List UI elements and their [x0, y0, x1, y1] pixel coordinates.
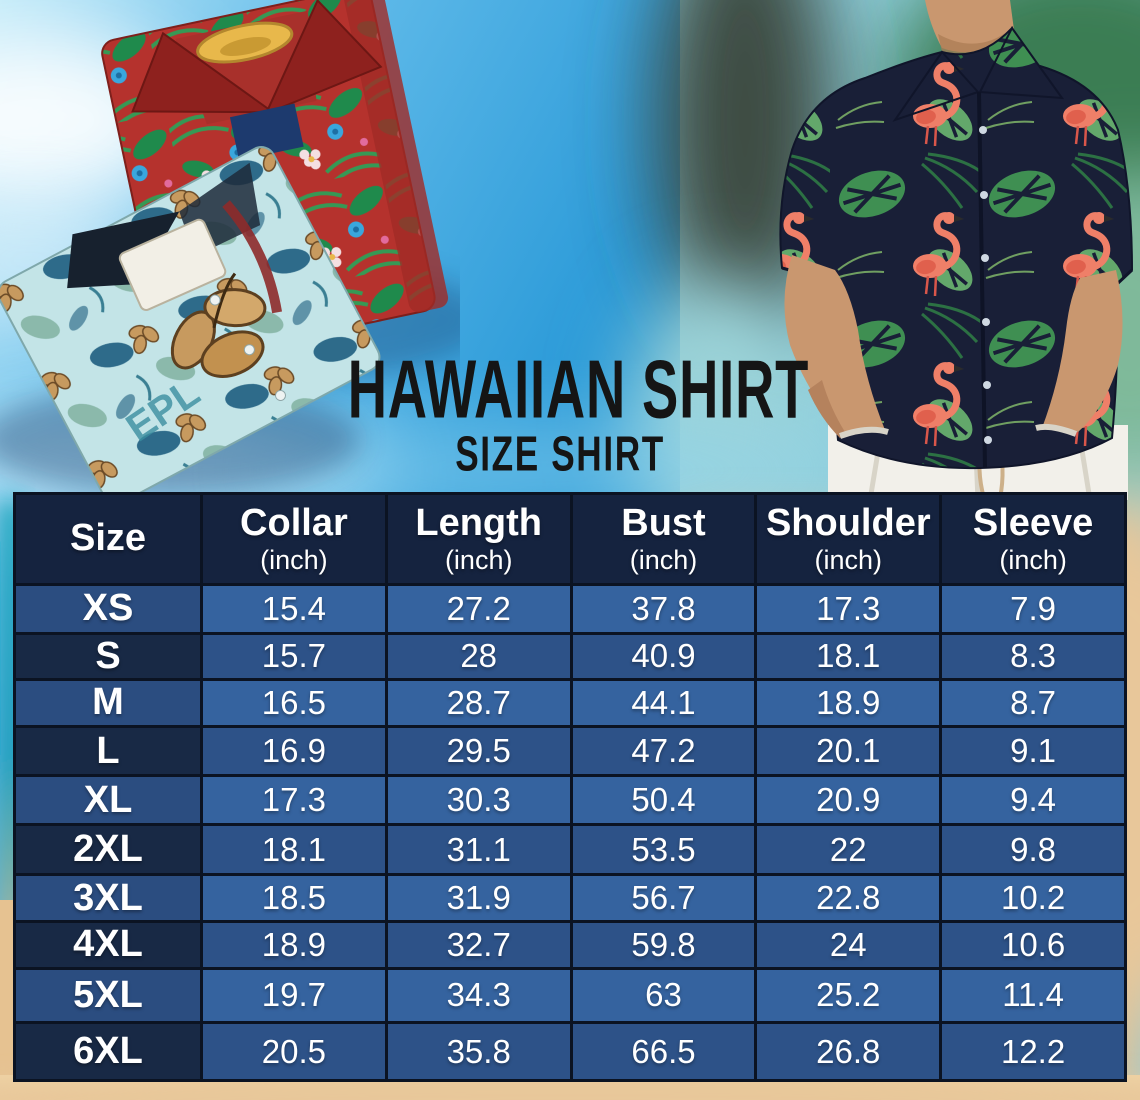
size-value-cell: 9.1 [939, 724, 1127, 778]
folded-shirts-photo: M EPL [0, 0, 460, 505]
table-row: L 16.9 29.5 47.2 20.1 9.1 [13, 724, 1127, 778]
size-value-cell: 50.4 [569, 774, 758, 826]
size-value-cell: 66.5 [569, 1021, 758, 1082]
table-row: 4XL 18.9 32.7 59.8 24 10.6 [13, 920, 1127, 970]
table-row: 2XL 18.1 31.1 53.5 22 9.8 [13, 822, 1127, 877]
size-value-cell: 11.4 [939, 966, 1127, 1025]
size-value-cell: 24 [754, 920, 943, 970]
size-label-cell: 5XL [13, 966, 203, 1025]
size-value-cell: 28.7 [384, 678, 573, 728]
column-header-bust: Bust (inch) [569, 492, 758, 586]
size-value-cell: 9.4 [939, 774, 1127, 826]
size-value-cell: 22.8 [754, 873, 943, 924]
size-table-header-row: Size Collar (inch) Length (inch) Bust (inch) Sh… [13, 492, 1127, 586]
column-label: Size [69, 517, 147, 560]
size-value-cell: 15.4 [200, 583, 388, 635]
column-unit: (inch) [260, 544, 328, 575]
size-value-cell: 22 [754, 822, 943, 877]
size-value-cell: 40.9 [569, 631, 758, 682]
column-header-shoulder: Shoulder (inch) [754, 492, 943, 586]
size-value-cell: 18.9 [200, 920, 388, 970]
size-value-cell: 10.2 [939, 873, 1127, 924]
size-value-cell: 12.2 [939, 1021, 1127, 1082]
size-value-cell: 9.8 [939, 822, 1127, 877]
size-label-cell: 3XL [13, 873, 203, 924]
column-unit: (inch) [444, 544, 513, 575]
size-value-cell: 34.3 [384, 966, 573, 1025]
size-label-cell: 4XL [13, 920, 203, 970]
column-label: Collar [240, 501, 348, 544]
size-value-cell: 17.3 [754, 583, 943, 635]
title-block: HAWAIIAN SHIRT SIZE SHIRT [290, 343, 830, 479]
size-value-cell: 20.1 [754, 724, 943, 778]
size-label-cell: 2XL [13, 822, 203, 877]
size-value-cell: 19.7 [200, 966, 388, 1025]
column-header-size: Size [13, 492, 203, 586]
size-value-cell: 8.7 [939, 678, 1127, 728]
size-table-body: XS 15.4 27.2 37.8 17.3 7.9 S 15.7 28 40.9 18.1 8.3 M… [13, 583, 1127, 1082]
size-value-cell: 56.7 [569, 873, 758, 924]
flamingo-shirt [779, 26, 1134, 470]
size-value-cell: 20.9 [754, 774, 943, 826]
table-row: 5XL 19.7 34.3 63 25.2 11.4 [13, 966, 1127, 1025]
poster-title: HAWAIIAN SHIRT [347, 343, 810, 436]
column-label: Sleeve [972, 501, 1094, 544]
size-label-cell: L [13, 724, 203, 778]
size-value-cell: 27.2 [384, 583, 573, 635]
size-value-cell: 59.8 [569, 920, 758, 970]
size-value-cell: 28 [384, 631, 573, 682]
model-photo [779, 0, 1134, 500]
table-row: S 15.7 28 40.9 18.1 8.3 [13, 631, 1127, 682]
table-row: XL 17.3 30.3 50.4 20.9 9.4 [13, 774, 1127, 826]
size-label-cell: XS [13, 583, 203, 635]
size-value-cell: 8.3 [939, 631, 1127, 682]
column-label: Length [415, 501, 543, 544]
man-arms [784, 255, 1123, 438]
table-row: M 16.5 28.7 44.1 18.9 8.7 [13, 678, 1127, 728]
column-label: Bust [621, 501, 706, 544]
column-header-collar: Collar (inch) [200, 492, 388, 586]
size-value-cell: 10.6 [939, 920, 1127, 970]
size-value-cell: 20.5 [200, 1021, 388, 1082]
size-value-cell: 31.1 [384, 822, 573, 877]
size-value-cell: 30.3 [384, 774, 573, 826]
size-value-cell: 15.7 [200, 631, 388, 682]
column-unit: (inch) [629, 544, 698, 575]
table-row: 3XL 18.5 31.9 56.7 22.8 10.2 [13, 873, 1127, 924]
teal-hawaiian-shirt: EPL [0, 146, 381, 505]
size-value-cell: 17.3 [200, 774, 388, 826]
size-value-cell: 53.5 [569, 822, 758, 877]
size-value-cell: 26.8 [754, 1021, 943, 1082]
size-value-cell: 7.9 [939, 583, 1127, 635]
poster-subtitle: SIZE SHIRT [455, 426, 665, 482]
size-chart-table: Size Collar (inch) Length (inch) Bust (inch) Sh… [13, 492, 1127, 1082]
size-value-cell: 47.2 [569, 724, 758, 778]
size-label-cell: S [13, 631, 203, 682]
size-value-cell: 35.8 [384, 1021, 573, 1082]
size-value-cell: 18.1 [754, 631, 943, 682]
column-label: Shoulder [765, 501, 931, 544]
size-value-cell: 44.1 [569, 678, 758, 728]
size-value-cell: 18.9 [754, 678, 943, 728]
column-header-length: Length (inch) [384, 492, 573, 586]
table-row: 6XL 20.5 35.8 66.5 26.8 12.2 [13, 1021, 1127, 1082]
size-label-cell: M [13, 678, 203, 728]
size-value-cell: 63 [569, 966, 758, 1025]
size-value-cell: 18.1 [200, 822, 388, 877]
size-value-cell: 16.5 [200, 678, 388, 728]
size-value-cell: 31.9 [384, 873, 573, 924]
size-value-cell: 29.5 [384, 724, 573, 778]
table-row: XS 15.4 27.2 37.8 17.3 7.9 [13, 583, 1127, 635]
size-value-cell: 16.9 [200, 724, 388, 778]
column-unit: (inch) [814, 544, 883, 575]
column-header-sleeve: Sleeve (inch) [939, 492, 1127, 586]
size-value-cell: 25.2 [754, 966, 943, 1025]
size-value-cell: 37.8 [569, 583, 758, 635]
column-unit: (inch) [999, 544, 1067, 575]
size-value-cell: 32.7 [384, 920, 573, 970]
size-value-cell: 18.5 [200, 873, 388, 924]
size-label-cell: 6XL [13, 1021, 203, 1082]
size-label-cell: XL [13, 774, 203, 826]
